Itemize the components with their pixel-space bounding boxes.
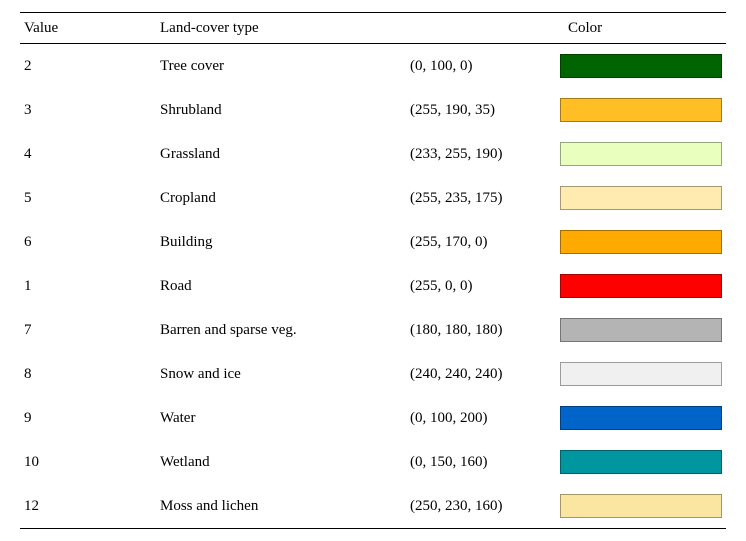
table-row: 9Water(0, 100, 200) [20,396,726,440]
table-row: 12Moss and lichen(250, 230, 160) [20,484,726,528]
cell-rgb-text: (0, 100, 0) [410,58,560,75]
cell-color-swatch-wrap [560,494,726,518]
cell-value: 6 [20,234,160,251]
cell-landcover-type: Grassland [160,146,410,163]
cell-landcover-type: Road [160,278,410,295]
table-row: 6Building(255, 170, 0) [20,220,726,264]
rule-bottom [20,528,726,529]
table-row: 8Snow and ice(240, 240, 240) [20,352,726,396]
table-row: 2Tree cover(0, 100, 0) [20,44,726,88]
table-row: 7Barren and sparse veg.(180, 180, 180) [20,308,726,352]
cell-rgb-text: (0, 100, 200) [410,410,560,427]
cell-rgb-text: (180, 180, 180) [410,322,560,339]
cell-value: 7 [20,322,160,339]
cell-color-swatch-wrap [560,318,726,342]
col-header-color: Color [560,20,726,37]
cell-value: 1 [20,278,160,295]
cell-color-swatch-wrap [560,186,726,210]
table-row: 5Cropland(255, 235, 175) [20,176,726,220]
cell-color-swatch-wrap [560,450,726,474]
table-header-row: Value Land-cover type Color [20,13,726,43]
table-row: 4Grassland(233, 255, 190) [20,132,726,176]
table-body: 2Tree cover(0, 100, 0)3Shrubland(255, 19… [20,44,726,528]
cell-color-swatch-wrap [560,406,726,430]
cell-value: 12 [20,498,160,515]
cell-rgb-text: (255, 235, 175) [410,190,560,207]
cell-rgb-text: (255, 190, 35) [410,102,560,119]
table-row: 3Shrubland(255, 190, 35) [20,88,726,132]
cell-landcover-type: Shrubland [160,102,410,119]
cell-landcover-type: Moss and lichen [160,498,410,515]
color-swatch [560,406,722,430]
cell-value: 5 [20,190,160,207]
color-swatch [560,318,722,342]
cell-landcover-type: Snow and ice [160,366,410,383]
color-swatch [560,362,722,386]
col-header-type: Land-cover type [160,20,410,37]
cell-rgb-text: (240, 240, 240) [410,366,560,383]
cell-value: 3 [20,102,160,119]
color-swatch [560,98,722,122]
cell-color-swatch-wrap [560,54,726,78]
cell-color-swatch-wrap [560,274,726,298]
cell-value: 8 [20,366,160,383]
cell-landcover-type: Building [160,234,410,251]
color-swatch [560,54,722,78]
color-swatch [560,494,722,518]
cell-value: 2 [20,58,160,75]
color-swatch [560,186,722,210]
color-swatch [560,274,722,298]
table-row: 10Wetland(0, 150, 160) [20,440,726,484]
color-swatch [560,230,722,254]
cell-value: 4 [20,146,160,163]
cell-landcover-type: Tree cover [160,58,410,75]
landcover-table: Value Land-cover type Color 2Tree cover(… [20,12,726,529]
cell-color-swatch-wrap [560,98,726,122]
cell-rgb-text: (233, 255, 190) [410,146,560,163]
cell-rgb-text: (255, 170, 0) [410,234,560,251]
cell-rgb-text: (255, 0, 0) [410,278,560,295]
cell-landcover-type: Wetland [160,454,410,471]
cell-value: 9 [20,410,160,427]
cell-rgb-text: (0, 150, 160) [410,454,560,471]
cell-landcover-type: Water [160,410,410,427]
cell-rgb-text: (250, 230, 160) [410,498,560,515]
col-header-value: Value [20,20,160,37]
cell-landcover-type: Cropland [160,190,410,207]
cell-color-swatch-wrap [560,230,726,254]
cell-value: 10 [20,454,160,471]
color-swatch [560,142,722,166]
cell-landcover-type: Barren and sparse veg. [160,322,410,339]
table-row: 1Road(255, 0, 0) [20,264,726,308]
cell-color-swatch-wrap [560,362,726,386]
color-swatch [560,450,722,474]
cell-color-swatch-wrap [560,142,726,166]
